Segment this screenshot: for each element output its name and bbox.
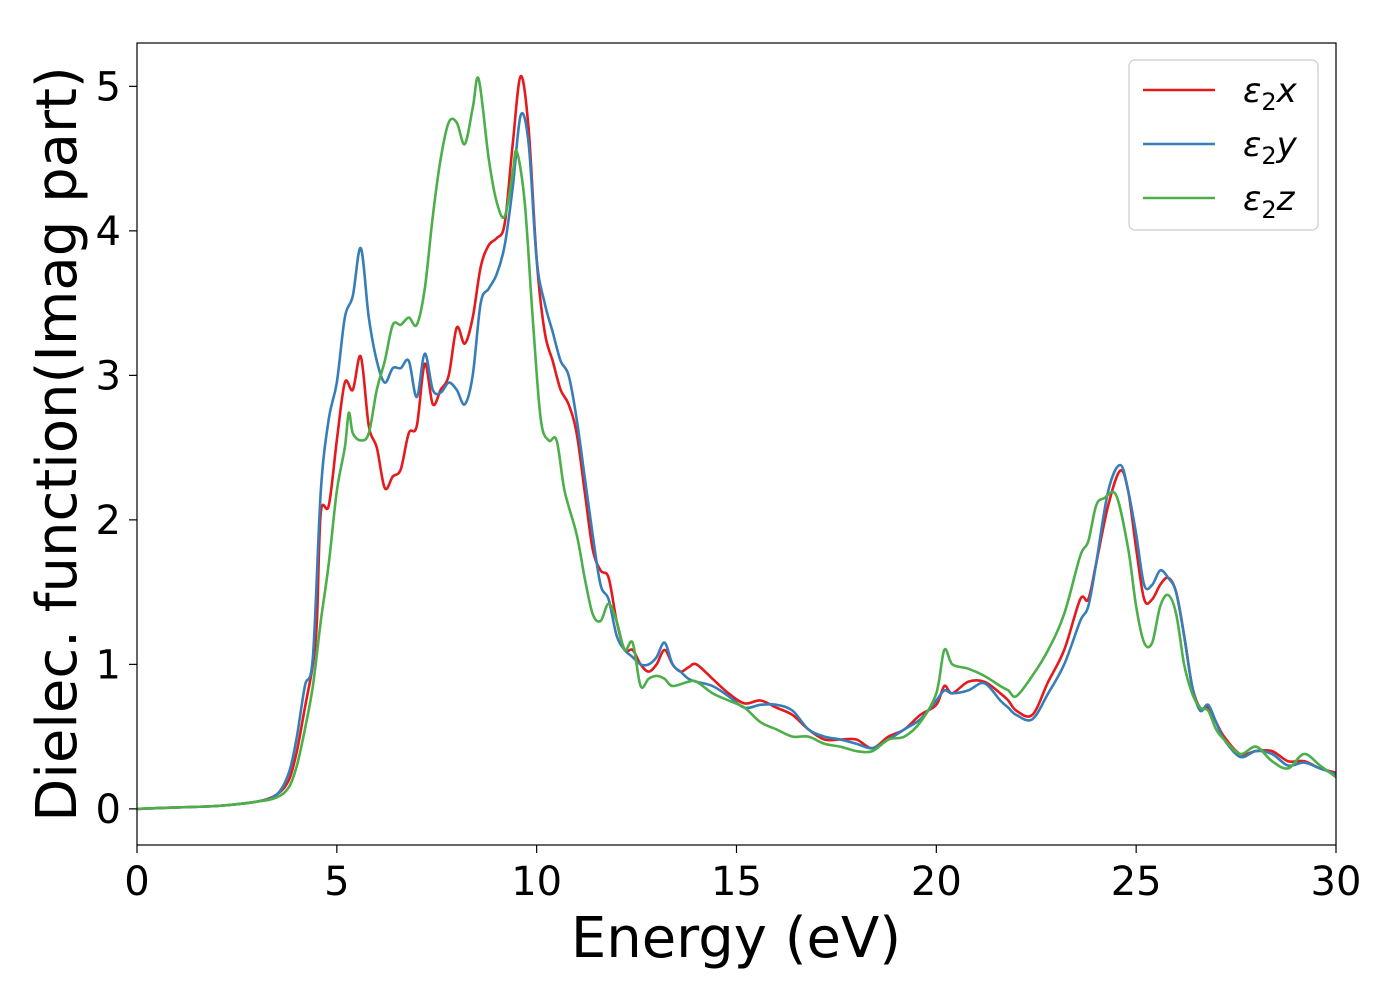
x-tick-label: 15 [711,859,762,905]
series-line-x [137,74,1336,811]
y-tick-label: 3 [96,353,121,399]
legend-label-z: ε2z [1243,179,1296,224]
series-line-y [137,112,1336,811]
legend-label-x: ε2x [1243,71,1298,116]
y-tick-label: 0 [96,787,121,833]
x-tick-label: 30 [1311,859,1362,905]
y-tick-label: 4 [96,209,121,255]
x-tick-label: 20 [911,859,962,905]
x-tick-label: 5 [324,859,349,905]
x-tick-label: 25 [1111,859,1162,905]
y-axis: 0 1 2 3 4 5 [96,64,137,833]
series-layer [137,74,1336,811]
x-tick-label: 10 [511,859,562,905]
x-tick-label: 0 [124,859,149,905]
series-line-z [137,76,1336,811]
legend-label-y: ε2y [1243,125,1298,170]
y-tick-label: 1 [96,642,121,688]
y-tick-label: 5 [96,64,121,110]
y-axis-label: Dielec. function(Imag part) [25,66,90,822]
y-tick-label: 2 [96,498,121,544]
legend-box [1128,59,1319,231]
x-axis-label: Energy (eV) [571,906,901,971]
legend: ε2x ε2y ε2z [1128,59,1319,231]
x-axis: 0 5 10 15 20 25 30 [124,845,1361,905]
